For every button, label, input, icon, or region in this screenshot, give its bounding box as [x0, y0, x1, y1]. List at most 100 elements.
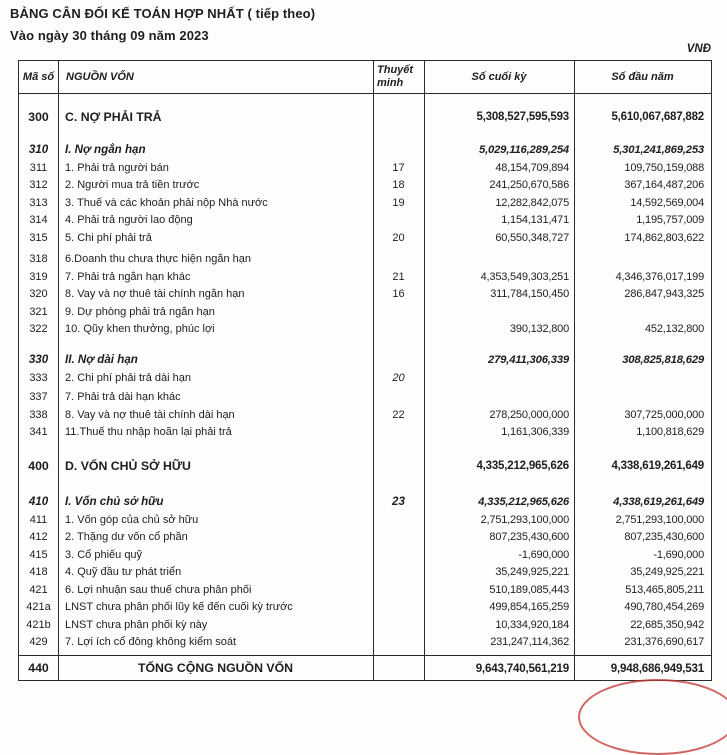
- cell-code: 318: [29, 253, 48, 266]
- column-divider: [574, 61, 575, 680]
- cell-code: 418: [29, 566, 48, 579]
- table-row: 315 5. Chi phí phải trả 20 60,550,348,727 17…: [19, 229, 711, 247]
- cell-label: 10. Qũy khen thưởng, phúc lợi: [65, 323, 215, 336]
- column-divider: [424, 61, 425, 680]
- cell-end: 241,250,670,586: [489, 179, 569, 192]
- table-row: 312 2. Người mua trả tiền trước 18 241,250,…: [19, 177, 711, 195]
- cell-end: 278,250,000,000: [489, 408, 569, 421]
- table-row: 337 7. Phải trả dài hạn khác: [19, 389, 711, 407]
- cell-end: -1,690,000: [518, 548, 569, 561]
- cell-code: 314: [29, 214, 48, 227]
- cell-label: 4. Phải trả người lao động: [65, 214, 193, 227]
- cell-code: 429: [29, 636, 48, 649]
- cell-code: 421a: [26, 601, 51, 614]
- total-end-value: 9,643,740,561,219: [475, 661, 570, 675]
- cell-begin: 1,195,757,009: [636, 214, 704, 227]
- cell-begin: 1,100,818,629: [636, 426, 704, 439]
- cell-code: 313: [29, 196, 48, 209]
- header-source: NGUỒN VỐN: [66, 71, 134, 83]
- cell-end: 4,335,212,965,626: [478, 495, 569, 508]
- column-divider: [58, 61, 59, 680]
- cell-code: 312: [29, 179, 48, 192]
- table-row: 321 9. Dự phòng phải trả ngắn hạn: [19, 303, 711, 321]
- cell-end: 390,132,800: [510, 323, 569, 336]
- table-row: 341 11.Thuế thu nhập hoãn lại phải trả 1,1…: [19, 424, 711, 442]
- cell-code: 410: [28, 495, 49, 508]
- cell-begin: 286,847,943,325: [624, 288, 704, 301]
- cell-note: 23: [392, 495, 405, 508]
- cell-note: 21: [392, 270, 405, 283]
- cell-label: 3. Thuế và các khoản phải nộp Nhà nước: [65, 196, 268, 209]
- table-total-row: 440 TỔNG CỘNG NGUỒN VỐN 9,643,740,561,21…: [19, 655, 711, 680]
- table-row: 429 7. Lợi ích cổ đông không kiểm soát 231…: [19, 634, 711, 652]
- cell-code: 321: [29, 305, 48, 318]
- table-row: 313 3. Thuế và các khoản phải nộp Nhà nướ…: [19, 194, 711, 212]
- cell-begin: 807,235,430,600: [624, 531, 704, 544]
- cell-end: 499,854,165,259: [489, 601, 569, 614]
- cell-begin: 4,338,619,261,649: [613, 495, 704, 508]
- cell-code: 319: [29, 270, 48, 283]
- cell-end: 5,308,527,595,593: [476, 111, 569, 123]
- cell-label: LNST chưa phân phối lũy kế đến cuối kỳ t…: [65, 601, 293, 614]
- cell-label: I. Vốn chủ sở hữu: [65, 495, 164, 508]
- cell-code: 400: [28, 459, 49, 473]
- cell-label: 6.Doanh thu chưa thực hiện ngắn hạn: [65, 253, 251, 266]
- cell-end: 807,235,430,600: [489, 531, 569, 544]
- table-row: 400 D. VỐN CHỦ SỞ HỮU 4,335,212,965,626 4,3…: [19, 456, 711, 476]
- cell-label: 2. Người mua trả tiền trước: [65, 179, 200, 192]
- cell-end: 1,161,306,339: [501, 426, 569, 439]
- cell-begin: 231,376,690,617: [624, 636, 704, 649]
- cell-note: 19: [392, 196, 405, 209]
- cell-label: 5. Chi phí phải trả: [65, 231, 152, 244]
- cell-end: 12,282,842,075: [495, 196, 569, 209]
- red-stamp-edge: [578, 679, 727, 755]
- table-row: 318 6.Doanh thu chưa thực hiện ngắn hạn: [19, 251, 711, 269]
- table-row: 320 8. Vay và nợ thuê tài chính ngắn hạn 1…: [19, 286, 711, 304]
- cell-code: 300: [28, 110, 49, 124]
- cell-note: 18: [392, 179, 405, 192]
- cell-end: 2,751,293,100,000: [480, 513, 570, 526]
- cell-label: 9. Dự phòng phải trả ngắn hạn: [65, 305, 215, 318]
- cell-code: 412: [29, 531, 48, 544]
- cell-note: 20: [392, 371, 405, 384]
- table-header-row: Mã số NGUỒN VỐN Thuyết minh Số cuối kỳ S…: [19, 61, 711, 94]
- cell-label: 4. Quỹ đầu tư phát triển: [65, 566, 182, 579]
- header-note: Thuyết minh: [377, 64, 414, 89]
- table-row: 311 1. Phải trả người bán 17 48,154,709,894…: [19, 159, 711, 177]
- header-begin-year: Số đầu năm: [611, 71, 674, 83]
- currency-label: VNĐ: [686, 43, 711, 55]
- total-begin-value: 9,948,686,949,531: [610, 661, 705, 675]
- cell-label: 8. Vay và nợ thuê tài chính ngắn hạn: [65, 288, 245, 301]
- table-row: 319 7. Phải trả ngắn hạn khác 21 4,353,549,…: [19, 268, 711, 286]
- table-body: 300 C. NỢ PHẢI TRẢ 5,308,527,595,593 5,610,…: [19, 94, 711, 655]
- cell-code: 341: [29, 426, 48, 439]
- cell-begin: 490,780,454,269: [624, 601, 704, 614]
- cell-begin: 109,750,159,088: [624, 161, 704, 174]
- cell-code: 421b: [26, 618, 51, 631]
- cell-end: 279,411,306,339: [488, 353, 569, 366]
- cell-label: 3. Cổ phiếu quỹ: [65, 548, 143, 561]
- cell-label: 8. Vay và nợ thuê tài chính dài hạn: [65, 408, 235, 421]
- cell-end: 4,335,212,965,626: [476, 460, 569, 472]
- cell-code: 322: [29, 323, 48, 336]
- cell-code: 320: [29, 288, 48, 301]
- cell-label: 7. Phải trả dài hạn khác: [65, 391, 181, 404]
- cell-code: 411: [29, 513, 48, 526]
- cell-label: 1. Vốn góp của chủ sở hữu: [65, 513, 199, 526]
- cell-end: 510,189,085,443: [489, 583, 569, 596]
- cell-code: 338: [29, 408, 48, 421]
- cell-begin: 367,164,487,206: [624, 179, 704, 192]
- cell-begin: 5,610,067,687,882: [611, 111, 704, 123]
- page: { "title": { "line1": "BẢNG CÂN ĐỐI KẾ T…: [10, 6, 727, 755]
- cell-note: 22: [392, 408, 405, 421]
- cell-begin: 35,249,925,221: [630, 566, 704, 579]
- table-row: 338 8. Vay và nợ thuê tài chính dài hạn 22…: [19, 406, 711, 424]
- document-date: Vào ngày 30 tháng 09 năm 2023: [10, 28, 209, 43]
- total-code: 440: [28, 661, 49, 675]
- table-row: 421a LNST chưa phân phối lũy kế đến cuối …: [19, 599, 711, 617]
- table-row: 333 2. Chi phí phải trả dài hạn 20: [19, 369, 711, 387]
- cell-label: II. Nợ dài hạn: [65, 353, 138, 366]
- cell-code: 311: [29, 161, 48, 174]
- cell-begin: 513,465,805,211: [625, 583, 704, 596]
- cell-end: 231,247,114,362: [490, 636, 569, 649]
